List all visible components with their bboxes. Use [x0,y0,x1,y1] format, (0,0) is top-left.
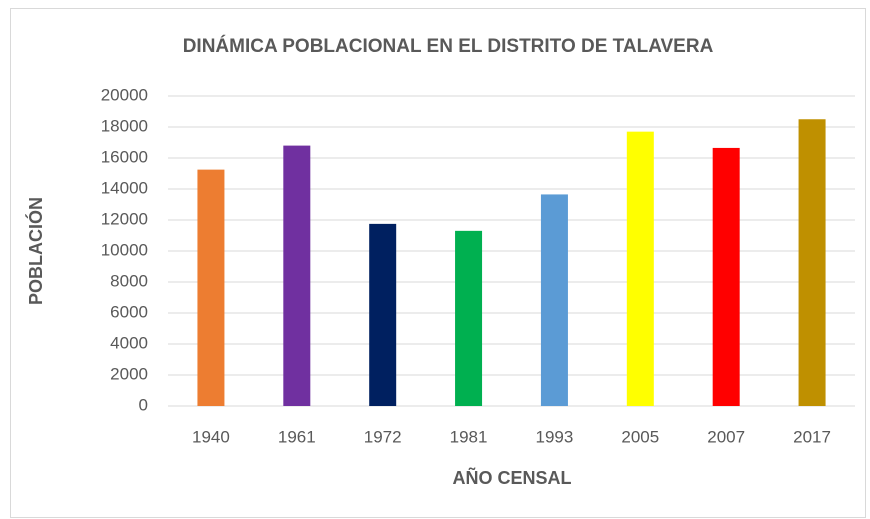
y-tick-label: 12000 [101,209,148,228]
x-tick-label: 1993 [536,427,574,446]
x-tick-label: 2017 [793,427,831,446]
x-tick-label: 2007 [707,427,745,446]
bar [455,230,483,406]
bar [369,223,397,406]
x-axis-title: AÑO CENSAL [452,467,571,488]
y-tick-label: 10000 [101,240,148,259]
y-tick-label: 6000 [110,302,148,321]
x-tick-label: 1981 [450,427,488,446]
y-tick-label: 18000 [101,116,148,135]
y-tick-label: 0 [139,395,148,414]
y-tick-label: 4000 [110,333,148,352]
y-axis-title: POBLACIÓN [25,197,46,305]
x-tick-label: 1972 [364,427,402,446]
bar [283,145,311,406]
x-tick-label: 1940 [192,427,230,446]
y-tick-label: 8000 [110,271,148,290]
x-tick-label: 1961 [278,427,316,446]
y-tick-label: 16000 [101,147,148,166]
bar [798,119,826,406]
bar [197,169,225,406]
y-tick-label: 20000 [101,85,148,104]
y-tick-label: 14000 [101,178,148,197]
x-tick-label: 2005 [621,427,659,446]
y-tick-label: 2000 [110,364,148,383]
bar [712,147,740,407]
bar [540,194,568,406]
chart-title: DINÁMICA POBLACIONAL EN EL DISTRITO DE T… [183,35,714,57]
bar [626,131,654,406]
